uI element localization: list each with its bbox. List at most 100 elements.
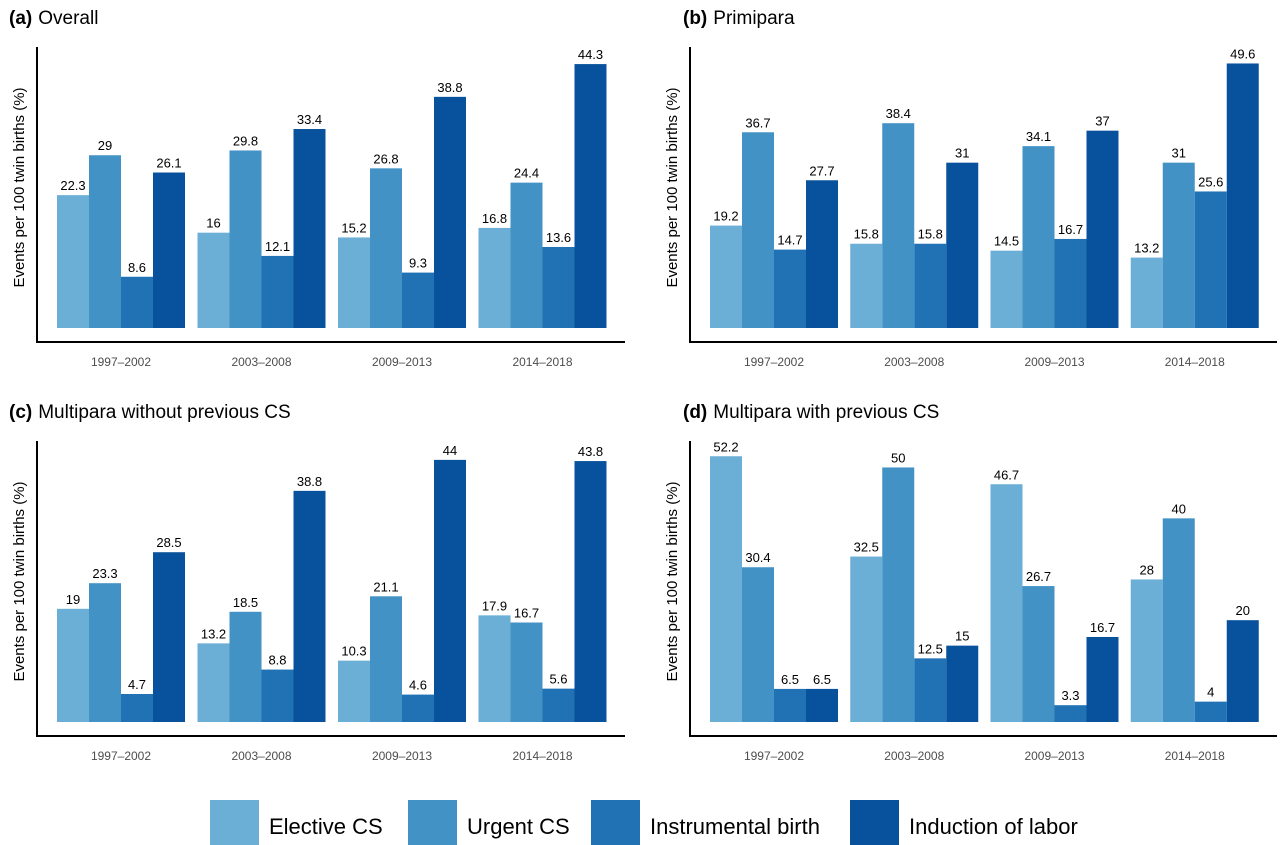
data-label: 15.2 — [341, 220, 366, 235]
data-label: 37 — [1095, 114, 1109, 129]
data-label: 10.3 — [341, 644, 366, 659]
bar-urgent-cs — [882, 467, 915, 722]
x-tick-label: 2009–2013 — [372, 749, 432, 763]
bar-instrumental-birth — [402, 694, 434, 722]
legend-label-elective-cs: Elective CS — [269, 814, 383, 839]
bar-urgent-cs — [370, 168, 402, 328]
legend-label-urgent-cs: Urgent CS — [467, 814, 570, 839]
bar-elective-cs — [197, 232, 230, 328]
data-label: 40 — [1172, 501, 1186, 516]
data-label: 25.6 — [1198, 174, 1223, 189]
y-axis-label: Events per 100 twin births (%) — [664, 481, 681, 681]
data-label: 13.6 — [546, 230, 571, 245]
bar-induction-of-labor — [806, 180, 838, 328]
data-label: 19 — [66, 592, 80, 607]
data-label: 30.4 — [745, 550, 770, 565]
x-tick-label: 2014–2018 — [1165, 749, 1225, 763]
bar-elective-cs — [850, 556, 883, 722]
bar-elective-cs — [990, 484, 1023, 722]
data-label: 18.5 — [233, 595, 258, 610]
bar-induction-of-labor — [574, 64, 607, 328]
bar-elective-cs — [338, 237, 370, 328]
data-label: 26.1 — [156, 156, 181, 171]
data-label: 3.3 — [1061, 688, 1079, 703]
x-tick-label: 2003–2008 — [884, 749, 944, 763]
bar-urgent-cs — [89, 155, 121, 328]
bar-instrumental-birth — [914, 658, 947, 722]
x-tick-label: 1997–2002 — [91, 749, 151, 763]
bar-instrumental-birth — [774, 249, 806, 328]
bar-instrumental-birth — [774, 688, 806, 722]
data-label: 14.7 — [777, 233, 802, 248]
x-tick-label: 2009–2013 — [372, 355, 432, 369]
bar-elective-cs — [478, 615, 511, 722]
bar-induction-of-labor — [946, 645, 979, 722]
x-tick-label: 1997–2002 — [744, 749, 804, 763]
data-label: 52.2 — [713, 439, 738, 454]
data-label: 28 — [1140, 562, 1154, 577]
x-tick-label: 2009–2013 — [1024, 749, 1084, 763]
bar-induction-of-labor — [434, 459, 466, 722]
legend-swatch-urgent-cs — [408, 800, 457, 845]
bar-instrumental-birth — [121, 276, 153, 328]
bar-instrumental-birth — [402, 272, 434, 328]
data-label: 26.7 — [1026, 569, 1051, 584]
data-label: 46.7 — [994, 467, 1019, 482]
data-label: 16.8 — [482, 211, 507, 226]
bar-urgent-cs — [370, 596, 402, 722]
data-label: 49.6 — [1230, 46, 1255, 61]
x-tick-label: 2009–2013 — [1024, 355, 1084, 369]
panel-tag: (a) — [9, 8, 32, 29]
bar-urgent-cs — [89, 583, 121, 722]
data-label: 6.5 — [781, 672, 799, 687]
bar-induction-of-labor — [434, 96, 466, 328]
panel-title: (b) Primipara — [683, 8, 795, 29]
data-label: 20 — [1236, 603, 1250, 618]
bar-induction-of-labor — [1226, 620, 1259, 722]
bar-elective-cs — [338, 660, 370, 722]
legend-swatch-elective-cs — [210, 800, 259, 845]
data-label: 16 — [206, 216, 220, 231]
bar-induction-of-labor — [153, 172, 185, 328]
bar-induction-of-labor — [1086, 130, 1119, 328]
bar-induction-of-labor — [153, 552, 185, 722]
data-label: 44.3 — [578, 47, 603, 62]
data-label: 15.8 — [918, 227, 943, 242]
legend-swatch-instrumental-birth — [591, 800, 640, 845]
data-label: 16.7 — [514, 606, 539, 621]
bar-elective-cs — [990, 250, 1023, 328]
bar-urgent-cs — [510, 622, 543, 722]
data-label: 38.4 — [886, 106, 911, 121]
data-label: 6.5 — [813, 672, 831, 687]
x-tick-label: 1997–2002 — [91, 355, 151, 369]
bar-induction-of-labor — [293, 490, 326, 722]
data-label: 33.4 — [297, 112, 322, 127]
bar-instrumental-birth — [121, 694, 153, 722]
bar-induction-of-labor — [806, 688, 838, 722]
x-tick-label: 2014–2018 — [512, 749, 572, 763]
panel-b-primipara: (b) Primipara Events per 100 twin births (… — [664, 8, 1277, 369]
data-label: 12.5 — [918, 641, 943, 656]
x-tick-label: 1997–2002 — [744, 355, 804, 369]
data-label: 12.1 — [265, 239, 290, 254]
panel-d-multipara-with-previous-cs: (d) Multipara with previous CS Events per … — [664, 402, 1277, 763]
panel-title-text: Primipara — [713, 8, 795, 29]
bar-instrumental-birth — [261, 255, 294, 328]
data-label: 26.8 — [373, 151, 398, 166]
bar-urgent-cs — [1022, 146, 1055, 328]
bar-urgent-cs — [510, 182, 543, 328]
bar-instrumental-birth — [542, 688, 575, 722]
panel-tag: (d) — [683, 402, 707, 423]
legend-label-induction-of-labor: Induction of labor — [909, 814, 1078, 839]
bar-induction-of-labor — [946, 162, 979, 328]
y-axis-label: Events per 100 twin births (%) — [664, 87, 681, 287]
bar-elective-cs — [850, 243, 883, 328]
data-label: 28.5 — [156, 535, 181, 550]
bar-instrumental-birth — [261, 669, 294, 722]
bar-urgent-cs — [742, 567, 774, 722]
bar-induction-of-labor — [574, 461, 607, 722]
data-label: 34.1 — [1026, 129, 1051, 144]
bar-instrumental-birth — [1194, 701, 1227, 722]
legend-swatch-induction-of-labor — [850, 800, 899, 845]
